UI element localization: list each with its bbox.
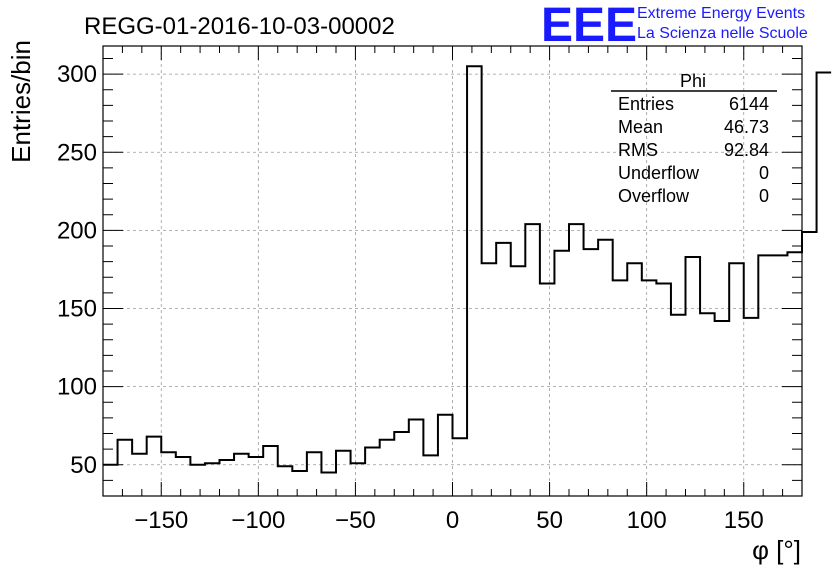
x-tick-label: 100 xyxy=(627,507,667,534)
histogram-bin xyxy=(817,73,832,496)
stats-value: 6144 xyxy=(729,94,769,114)
histogram-bin xyxy=(380,440,395,496)
histogram-bin xyxy=(336,451,351,496)
histogram-bin xyxy=(525,224,540,496)
histogram-bin xyxy=(569,224,584,496)
axis-ticks xyxy=(102,46,803,496)
histogram-bin xyxy=(627,263,642,496)
x-tick-label: 150 xyxy=(724,507,764,534)
y-axis-title: Entries/bin xyxy=(6,40,36,163)
histogram-bin xyxy=(598,240,613,496)
histogram-bin xyxy=(613,280,628,496)
x-tick-label: −50 xyxy=(335,507,376,534)
histogram-bin xyxy=(642,280,657,496)
stats-value: 46.73 xyxy=(724,117,769,137)
stats-label: Underflow xyxy=(618,163,700,183)
x-tick-label: −150 xyxy=(134,507,188,534)
x-tick-labels: −150 −100 −50 0 50 100 150 xyxy=(134,507,764,534)
y-tick-label: 150 xyxy=(57,296,97,323)
histogram-bin xyxy=(161,452,176,496)
histogram-bin xyxy=(351,463,366,496)
histogram-bin xyxy=(321,473,336,496)
histogram-bin xyxy=(540,284,555,497)
histogram-bin xyxy=(744,318,759,496)
histogram-bin xyxy=(671,315,686,496)
x-tick-label: −100 xyxy=(231,507,285,534)
histogram-bin xyxy=(453,438,468,496)
histogram-bin xyxy=(249,457,264,496)
histogram-bin xyxy=(365,448,380,496)
stats-value: 0 xyxy=(759,163,769,183)
histogram-bin xyxy=(118,440,133,496)
stats-title: Phi xyxy=(680,71,706,91)
histogram-bin xyxy=(554,251,569,496)
logo-line-1: Extreme Energy Events xyxy=(637,5,805,22)
histogram-outline xyxy=(103,65,832,474)
y-tick-label: 50 xyxy=(70,452,97,479)
chart-title: REGG-01-2016-10-03-00002 xyxy=(84,13,395,40)
histogram-bin xyxy=(409,419,424,496)
x-tick-label: 50 xyxy=(536,507,563,534)
stats-box: Phi Entries 6144 Mean 46.73 RMS 92.84 Underflo… xyxy=(611,71,777,206)
histogram-bin xyxy=(482,263,497,496)
stats-label: RMS xyxy=(618,140,658,160)
histogram-bin xyxy=(715,321,730,496)
y-tick-label: 200 xyxy=(57,217,97,244)
histogram-bin xyxy=(132,454,147,496)
stats-label: Mean xyxy=(618,117,663,137)
histogram-bin xyxy=(773,255,788,496)
histogram-bars xyxy=(103,65,832,497)
logo-mark: EEE xyxy=(541,0,637,52)
histogram-bin xyxy=(278,466,293,496)
stats-label: Overflow xyxy=(618,186,690,206)
y-tick-label: 300 xyxy=(57,61,97,88)
histogram-bin xyxy=(686,257,701,496)
histogram-bin xyxy=(423,455,438,496)
histogram-bin xyxy=(190,465,205,496)
stats-value: 92.84 xyxy=(724,140,769,160)
x-axis-title: φ [°] xyxy=(752,535,801,565)
histogram-bin xyxy=(729,263,744,496)
histogram-bin xyxy=(787,252,802,496)
histogram-bin xyxy=(656,284,671,497)
stats-value: 0 xyxy=(759,186,769,206)
histogram-bin xyxy=(234,454,249,496)
histogram-bin xyxy=(438,415,453,496)
histogram-bin xyxy=(220,460,235,496)
stats-label: Entries xyxy=(618,94,674,114)
histogram-bin xyxy=(700,313,715,496)
histogram-bin xyxy=(467,66,482,496)
histogram-bin xyxy=(205,463,220,496)
eee-logo: EEE Extreme Energy Events La Scienza nel… xyxy=(541,0,808,52)
y-tick-label: 100 xyxy=(57,374,97,401)
histogram-bin xyxy=(511,266,526,496)
x-tick-label: 0 xyxy=(446,507,459,534)
histogram-bin xyxy=(292,471,307,496)
y-tick-label: 250 xyxy=(57,139,97,166)
histogram-bin xyxy=(584,249,599,496)
histogram-bin xyxy=(263,446,278,496)
histogram-bin xyxy=(176,457,191,496)
histogram-bin xyxy=(394,432,409,496)
histogram-bin xyxy=(496,243,511,496)
histogram-bin xyxy=(802,232,817,496)
y-tick-labels: 50 100 150 200 250 300 xyxy=(57,61,97,479)
histogram-bin xyxy=(147,437,162,496)
histogram-bin xyxy=(307,452,322,496)
histogram-bin xyxy=(758,255,773,496)
logo-line-2: La Scienza nelle Scuole xyxy=(637,25,808,42)
